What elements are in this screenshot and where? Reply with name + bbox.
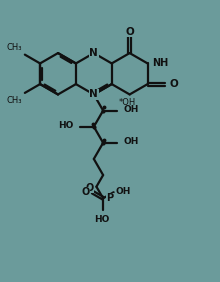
Text: O: O xyxy=(81,187,90,197)
Text: OH: OH xyxy=(123,105,139,114)
Text: O: O xyxy=(169,79,178,89)
Text: N: N xyxy=(90,89,98,100)
Text: *OH: *OH xyxy=(119,98,136,107)
Text: HO: HO xyxy=(58,121,74,130)
Text: N: N xyxy=(90,48,98,58)
Text: CH₃: CH₃ xyxy=(6,43,22,52)
Text: OH: OH xyxy=(116,187,131,196)
Text: OH: OH xyxy=(123,137,139,146)
Text: P: P xyxy=(106,193,113,203)
Text: NH: NH xyxy=(152,58,168,69)
Text: CH₃: CH₃ xyxy=(6,96,22,105)
Text: O: O xyxy=(85,183,93,193)
Text: O: O xyxy=(125,27,134,37)
Text: =O: =O xyxy=(0,281,1,282)
Text: HO: HO xyxy=(94,215,110,224)
